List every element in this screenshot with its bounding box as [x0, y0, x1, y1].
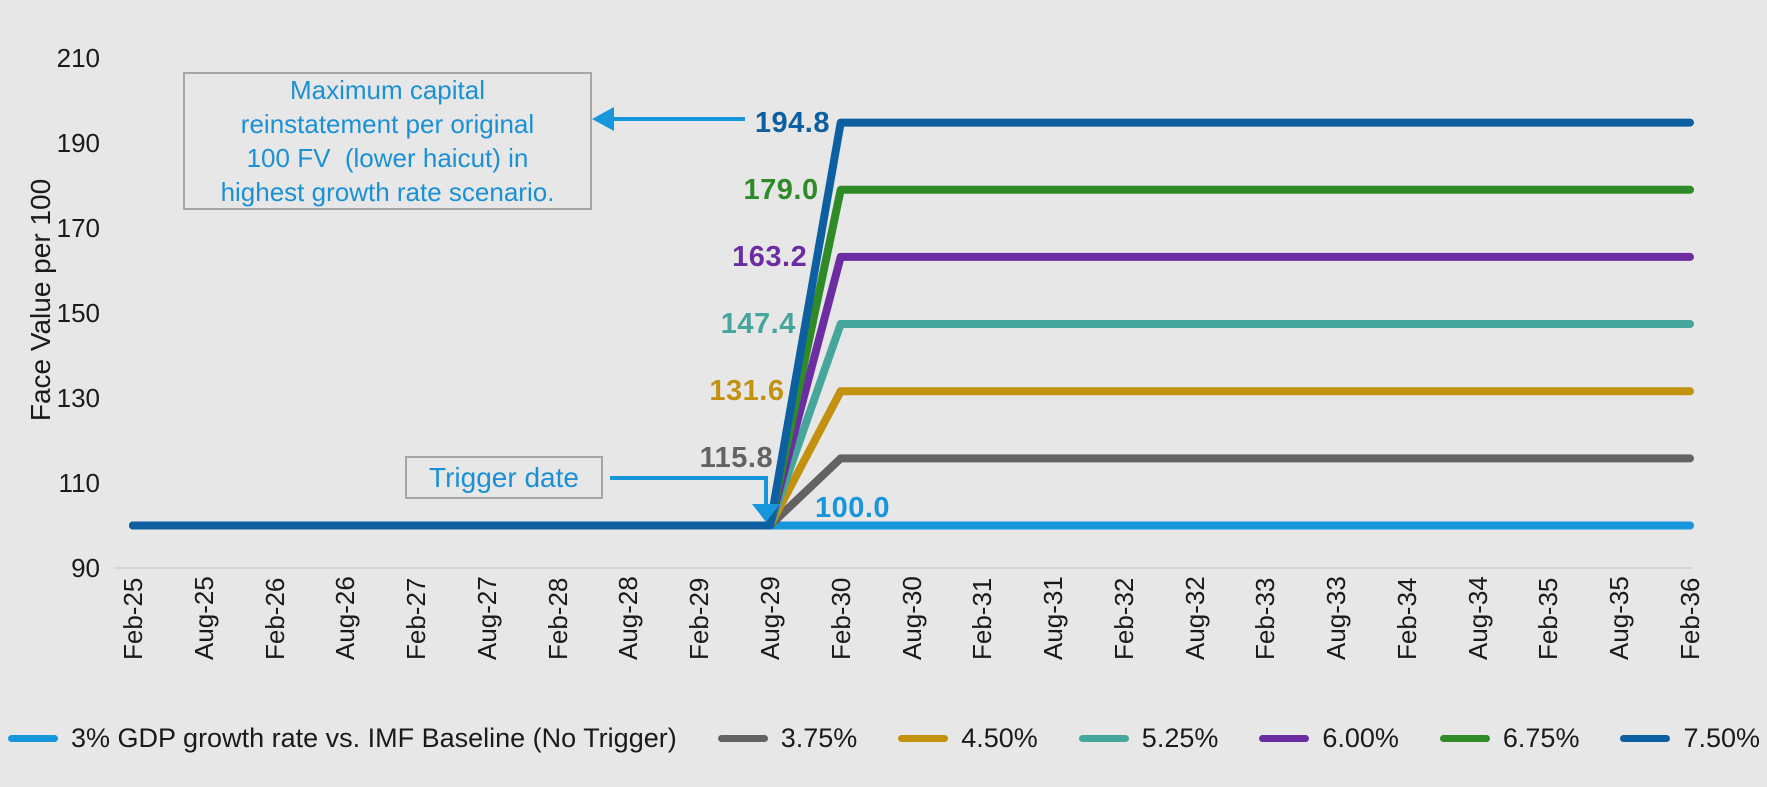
x-tick-label-aug-35: Aug-35 — [1604, 576, 1635, 660]
annotation-arrow-line — [610, 117, 745, 121]
x-tick-label-aug-33: Aug-33 — [1321, 576, 1352, 660]
data-label-115.8: 115.8 — [699, 442, 774, 475]
legend-label: 3% GDP growth rate vs. IMF Baseline (No … — [71, 722, 677, 753]
x-tick-label-aug-29: Aug-29 — [754, 576, 785, 660]
legend-item-6.75%: 6.75% — [1439, 722, 1580, 754]
y-tick-label-110: 110 — [58, 468, 100, 498]
left-arrow-icon — [592, 107, 614, 131]
x-tick-label-feb-25: Feb-25 — [118, 577, 148, 660]
y-tick-label-90: 90 — [71, 553, 100, 583]
x-tick-label-feb-32: Feb-32 — [1108, 577, 1139, 660]
legend-swatch-icon — [898, 734, 949, 742]
y-tick-label-170: 170 — [56, 213, 100, 243]
y-tick-label-210: 210 — [56, 43, 100, 73]
trigger-arrow-line-horizontal — [610, 476, 768, 480]
series-line-3.75% — [129, 454, 1694, 530]
legend-item-4.50%: 4.50% — [898, 723, 1038, 754]
data-label-100.0: 100.0 — [814, 491, 891, 524]
down-arrow-icon — [752, 504, 780, 522]
legend-label: 6.00% — [1322, 722, 1399, 753]
y-tick-label-130: 130 — [56, 383, 100, 413]
legend-item-5.25%: 5.25% — [1078, 722, 1219, 754]
legend-swatch-icon — [1620, 734, 1671, 742]
x-tick-label-aug-31: Aug-31 — [1038, 576, 1069, 660]
x-tick-label-feb-31: Feb-31 — [967, 577, 998, 660]
data-label-131.6: 131.6 — [709, 375, 785, 408]
x-tick-label-feb-30: Feb-30 — [825, 577, 856, 660]
data-label-147.4: 147.4 — [720, 308, 796, 341]
y-tick-label-190: 190 — [56, 128, 100, 158]
legend-label: 4.50% — [961, 722, 1038, 753]
trigger-date-label: Trigger date — [429, 461, 579, 493]
x-tick-label-feb-26: Feb-26 — [259, 577, 290, 660]
legend-item-7.50%: 7.50% — [1620, 723, 1760, 754]
legend: 3% GDP growth rate vs. IMF Baseline (No … — [8, 718, 1760, 758]
trigger-arrow-line-vertical — [764, 476, 768, 506]
y-tick-label-150: 150 — [56, 298, 100, 328]
legend-label: 5.25% — [1141, 722, 1219, 753]
x-tick-label-aug-26: Aug-26 — [330, 576, 361, 660]
series-line-5.25% — [129, 320, 1694, 530]
x-tick-label-feb-36: Feb-36 — [1675, 577, 1705, 660]
x-tick-label-feb-28: Feb-28 — [542, 577, 573, 660]
x-tick-label-feb-33: Feb-33 — [1250, 577, 1281, 660]
legend-label: 6.75% — [1502, 722, 1580, 753]
x-tick-label-feb-35: Feb-35 — [1533, 577, 1564, 660]
legend-swatch-icon — [717, 734, 768, 742]
data-label-179.0: 179.0 — [743, 173, 819, 206]
x-tick-label-aug-25: Aug-25 — [188, 576, 219, 660]
x-tick-label-feb-29: Feb-29 — [684, 577, 715, 660]
x-tick-label-aug-32: Aug-32 — [1179, 576, 1210, 660]
x-tick-label-aug-34: Aug-34 — [1462, 576, 1493, 660]
legend-swatch-icon — [1439, 734, 1490, 742]
legend-swatch-icon — [8, 734, 58, 742]
data-label-163.2: 163.2 — [732, 240, 808, 273]
x-tick-label-feb-27: Feb-27 — [401, 577, 432, 660]
legend-item-3%-gdp-growth-rate-vs.-imf-baseline-no-trigger-: 3% GDP growth rate vs. IMF Baseline (No … — [8, 723, 677, 754]
legend-swatch-icon — [1259, 734, 1310, 742]
x-tick-label-aug-28: Aug-28 — [613, 576, 644, 660]
legend-swatch-icon — [1078, 734, 1129, 742]
legend-item-3.75%: 3.75% — [717, 722, 858, 754]
data-label-194.8: 194.8 — [754, 106, 830, 139]
legend-label: 7.50% — [1683, 722, 1760, 753]
x-tick-label-aug-30: Aug-30 — [896, 576, 927, 660]
series-line-6.75% — [129, 185, 1694, 530]
series-line-7.50% — [129, 118, 1694, 530]
x-tick-label-feb-34: Feb-34 — [1391, 577, 1422, 660]
trigger-date-box: Trigger date — [405, 456, 603, 499]
x-tick-label-aug-27: Aug-27 — [471, 576, 502, 660]
legend-label: 3.75% — [780, 722, 858, 753]
legend-item-6.00%: 6.00% — [1259, 723, 1399, 754]
max-reinstatement-annotation-text: Maximum capital reinstatement per origin… — [220, 75, 555, 207]
max-reinstatement-annotation-box: Maximum capital reinstatement per origin… — [183, 72, 592, 210]
